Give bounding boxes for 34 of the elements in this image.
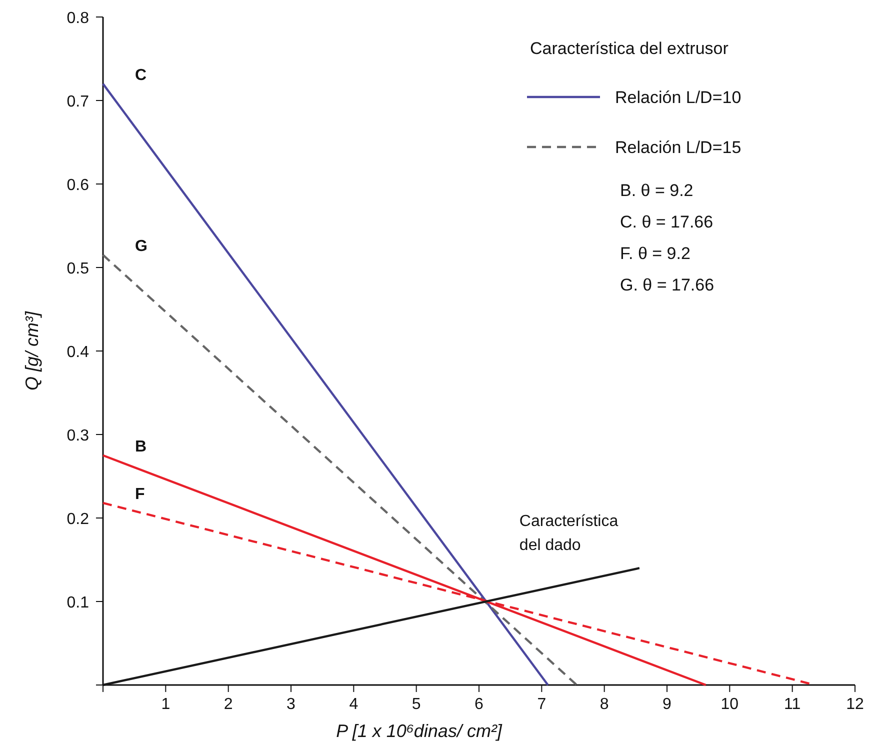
y-tick-label: 0.7 bbox=[66, 94, 90, 110]
y-tick-label: 0.1 bbox=[66, 594, 90, 612]
y-tick-label: 0.8 bbox=[66, 10, 90, 27]
x-tick-label: 5 bbox=[412, 696, 421, 713]
x-tick-label: 11 bbox=[784, 696, 801, 713]
x-tick-label: 10 bbox=[720, 696, 739, 713]
x-tick-label: 2 bbox=[224, 696, 233, 713]
series-label: C bbox=[135, 66, 147, 84]
annotation: G. θ = 17.66 bbox=[620, 276, 714, 294]
x-tick-label: 8 bbox=[600, 696, 609, 713]
series-label: F bbox=[135, 486, 145, 503]
y-tick-label: 0.2 bbox=[66, 511, 90, 528]
annotation: F. θ = 9.2 bbox=[620, 244, 690, 263]
x-tick-label: 9 bbox=[662, 696, 672, 713]
x-tick-label: 1 bbox=[161, 696, 170, 713]
y-tick-label: 0.5 bbox=[66, 260, 90, 278]
annotation: B. θ = 9.2 bbox=[620, 181, 694, 200]
series-label: Característica del dado bbox=[519, 513, 618, 554]
annotation: Relación L/D=10 bbox=[615, 88, 742, 107]
legend-title: Característica del extrusor bbox=[530, 39, 729, 58]
y-tick-label: 0.4 bbox=[66, 344, 90, 361]
x-axis-title: P [1 x 10⁶dinas/ cm²] bbox=[336, 721, 503, 741]
y-tick-label: 0.3 bbox=[66, 428, 90, 444]
annotation: C. θ = 17.66 bbox=[620, 212, 714, 232]
x-tick-label: 12 bbox=[846, 696, 864, 713]
y-axis-title: Q [g/ cm³] bbox=[22, 310, 42, 391]
x-tick-label: 4 bbox=[349, 696, 358, 713]
x-tick-label: 7 bbox=[537, 696, 546, 713]
series-label: G bbox=[135, 238, 148, 255]
y-tick-label: 0.6 bbox=[66, 177, 90, 194]
x-tick-label: 6 bbox=[474, 696, 484, 713]
annotation: Relación L/D=15 bbox=[615, 138, 742, 157]
series-label: B bbox=[135, 438, 147, 456]
x-tick-label: 3 bbox=[286, 696, 296, 713]
